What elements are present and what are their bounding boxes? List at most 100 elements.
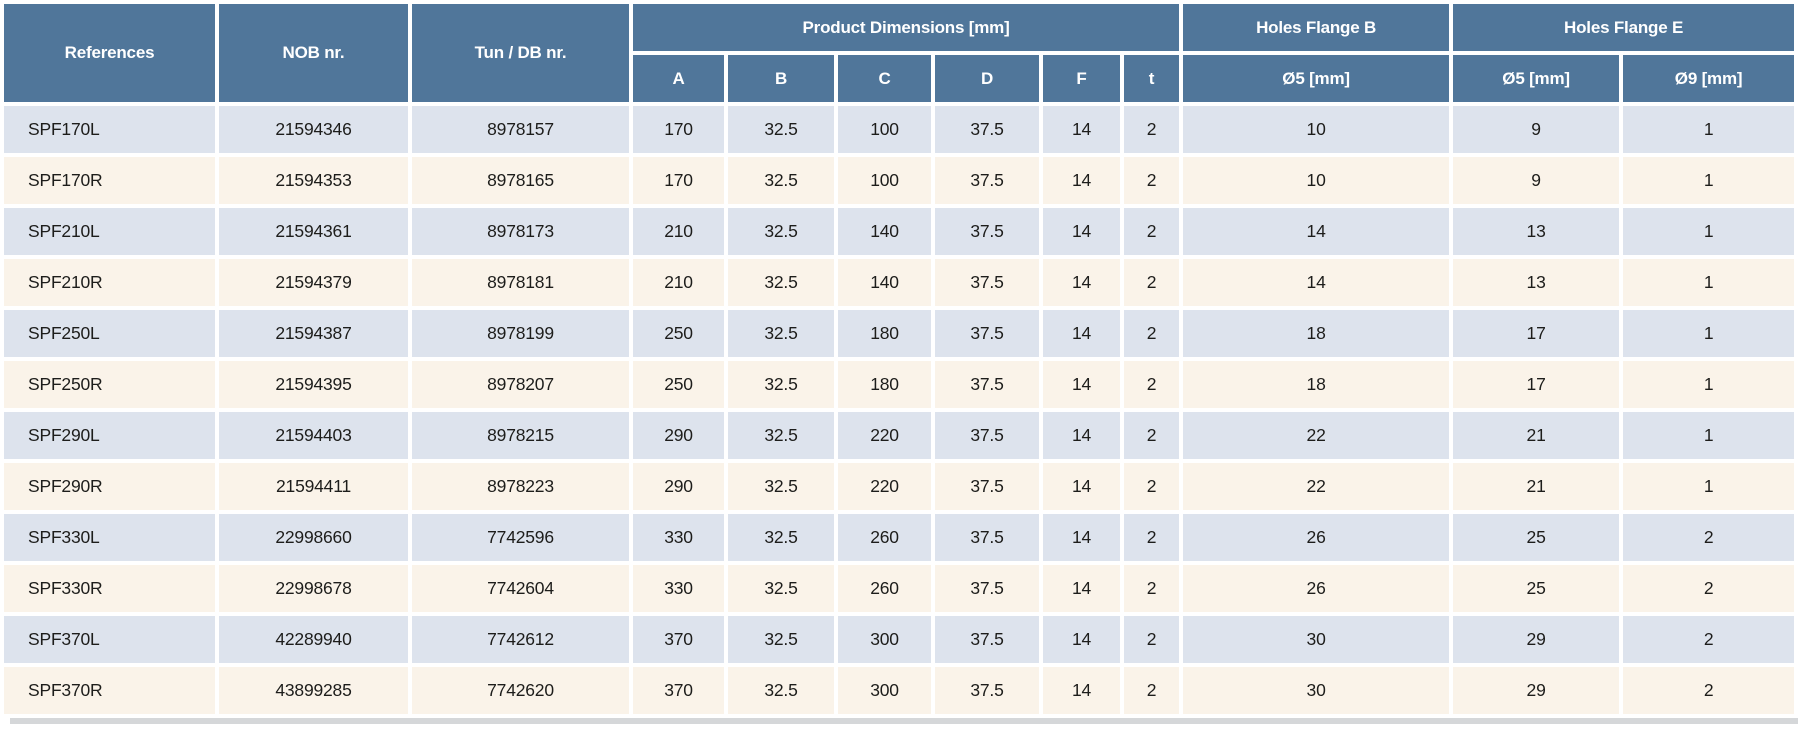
nob-cell: 42289940 xyxy=(219,616,408,663)
nob-cell: 43899285 xyxy=(219,667,408,714)
dim-f-cell: 14 xyxy=(1043,157,1120,204)
tun-db-cell: 8978165 xyxy=(412,157,629,204)
flange-e-d5-cell: 13 xyxy=(1453,259,1620,306)
dim-f-cell: 14 xyxy=(1043,310,1120,357)
dim-d-cell: 37.5 xyxy=(935,565,1039,612)
table-row: SPF170L 21594346 8978157 170 32.5 100 37.5 14 2 1… xyxy=(4,106,1795,153)
flange-b-d5-cell: 26 xyxy=(1183,514,1450,561)
reference-cell: SPF370L xyxy=(4,616,215,663)
dim-d-cell: 37.5 xyxy=(935,361,1039,408)
dim-c-cell: 260 xyxy=(838,514,931,561)
dim-f-cell: 14 xyxy=(1043,412,1120,459)
nob-cell: 21594353 xyxy=(219,157,408,204)
dim-t-cell: 2 xyxy=(1124,361,1180,408)
nob-cell: 21594403 xyxy=(219,412,408,459)
header-group-row: References NOB nr. Tun / DB nr. Product … xyxy=(4,4,1795,102)
dim-t-cell: 2 xyxy=(1124,310,1180,357)
table-row: SPF170R 21594353 8978165 170 32.5 100 37.5 14 2 1… xyxy=(4,157,1795,204)
reference-cell: SPF210L xyxy=(4,208,215,255)
table-row: SPF330R 22998678 7742604 330 32.5 260 37.5 14 2 2… xyxy=(4,565,1795,612)
flange-e-d9-cell: 1 xyxy=(1623,463,1795,510)
dim-a-cell: 370 xyxy=(633,667,724,714)
table-row: SPF370L 42289940 7742612 370 32.5 300 37.5 14 2 3… xyxy=(4,616,1795,663)
subheader-dim-a: A xyxy=(633,55,724,102)
dim-a-cell: 330 xyxy=(633,565,724,612)
table-row: SPF250R 21594395 8978207 250 32.5 180 37.5 14 2 1… xyxy=(4,361,1795,408)
dim-a-cell: 170 xyxy=(633,157,724,204)
dim-f-cell: 14 xyxy=(1043,667,1120,714)
dim-f-cell: 14 xyxy=(1043,616,1120,663)
dim-a-cell: 170 xyxy=(633,106,724,153)
subheader-flange-b-d5: Ø5 [mm] xyxy=(1183,55,1450,102)
group-header-holes-flange-b: Holes Flange B xyxy=(1183,4,1450,51)
flange-b-d5-cell: 22 xyxy=(1183,463,1450,510)
flange-e-d5-cell: 9 xyxy=(1453,157,1620,204)
dim-d-cell: 37.5 xyxy=(935,157,1039,204)
dim-f-cell: 14 xyxy=(1043,259,1120,306)
dim-t-cell: 2 xyxy=(1124,463,1180,510)
flange-b-d5-cell: 22 xyxy=(1183,412,1450,459)
group-header-product-dimensions: Product Dimensions [mm] xyxy=(633,4,1180,51)
dim-c-cell: 260 xyxy=(838,565,931,612)
dim-f-cell: 14 xyxy=(1043,565,1120,612)
tun-db-cell: 8978181 xyxy=(412,259,629,306)
partial-next-row-edge xyxy=(10,718,1798,724)
flange-e-d5-cell: 17 xyxy=(1453,361,1620,408)
dim-t-cell: 2 xyxy=(1124,157,1180,204)
dim-t-cell: 2 xyxy=(1124,412,1180,459)
subheader-dim-c: C xyxy=(838,55,931,102)
reference-cell: SPF330L xyxy=(4,514,215,561)
tun-db-cell: 8978215 xyxy=(412,412,629,459)
dim-f-cell: 14 xyxy=(1043,463,1120,510)
subheader-flange-e-d9: Ø9 [mm] xyxy=(1623,55,1795,102)
dim-f-cell: 14 xyxy=(1043,106,1120,153)
dim-f-cell: 14 xyxy=(1043,514,1120,561)
tun-db-cell: 7742596 xyxy=(412,514,629,561)
dim-d-cell: 37.5 xyxy=(935,106,1039,153)
dim-b-cell: 32.5 xyxy=(728,208,834,255)
table-body: SPF170L 21594346 8978157 170 32.5 100 37.5 14 2 1… xyxy=(4,106,1795,714)
flange-b-d5-cell: 30 xyxy=(1183,667,1450,714)
dim-d-cell: 37.5 xyxy=(935,208,1039,255)
column-header-nob-nr: NOB nr. xyxy=(219,4,408,102)
dim-a-cell: 210 xyxy=(633,259,724,306)
reference-cell: SPF250L xyxy=(4,310,215,357)
group-header-holes-flange-e: Holes Flange E xyxy=(1453,4,1795,51)
tun-db-cell: 7742604 xyxy=(412,565,629,612)
table-row: SPF210L 21594361 8978173 210 32.5 140 37.5 14 2 1… xyxy=(4,208,1795,255)
dim-b-cell: 32.5 xyxy=(728,157,834,204)
flange-b-d5-cell: 18 xyxy=(1183,361,1450,408)
tun-db-cell: 8978223 xyxy=(412,463,629,510)
tun-db-cell: 8978199 xyxy=(412,310,629,357)
subheader-dim-f: F xyxy=(1043,55,1120,102)
subheader-dim-b: B xyxy=(728,55,834,102)
flange-b-d5-cell: 14 xyxy=(1183,208,1450,255)
table-row: SPF290L 21594403 8978215 290 32.5 220 37.5 14 2 2… xyxy=(4,412,1795,459)
nob-cell: 22998678 xyxy=(219,565,408,612)
flange-b-d5-cell: 26 xyxy=(1183,565,1450,612)
dim-c-cell: 100 xyxy=(838,106,931,153)
reference-cell: SPF330R xyxy=(4,565,215,612)
flange-e-d9-cell: 2 xyxy=(1623,667,1795,714)
dim-t-cell: 2 xyxy=(1124,667,1180,714)
table-row: SPF290R 21594411 8978223 290 32.5 220 37.5 14 2 2… xyxy=(4,463,1795,510)
reference-cell: SPF250R xyxy=(4,361,215,408)
dim-c-cell: 300 xyxy=(838,667,931,714)
dim-d-cell: 37.5 xyxy=(935,259,1039,306)
dim-b-cell: 32.5 xyxy=(728,514,834,561)
flange-b-d5-cell: 10 xyxy=(1183,157,1450,204)
dim-d-cell: 37.5 xyxy=(935,616,1039,663)
reference-cell: SPF170L xyxy=(4,106,215,153)
nob-cell: 21594395 xyxy=(219,361,408,408)
flange-e-d5-cell: 25 xyxy=(1453,514,1620,561)
dim-a-cell: 250 xyxy=(633,361,724,408)
flange-e-d9-cell: 1 xyxy=(1623,208,1795,255)
dim-b-cell: 32.5 xyxy=(728,106,834,153)
dim-d-cell: 37.5 xyxy=(935,514,1039,561)
dim-t-cell: 2 xyxy=(1124,259,1180,306)
flange-e-d5-cell: 17 xyxy=(1453,310,1620,357)
dim-a-cell: 250 xyxy=(633,310,724,357)
tun-db-cell: 7742612 xyxy=(412,616,629,663)
